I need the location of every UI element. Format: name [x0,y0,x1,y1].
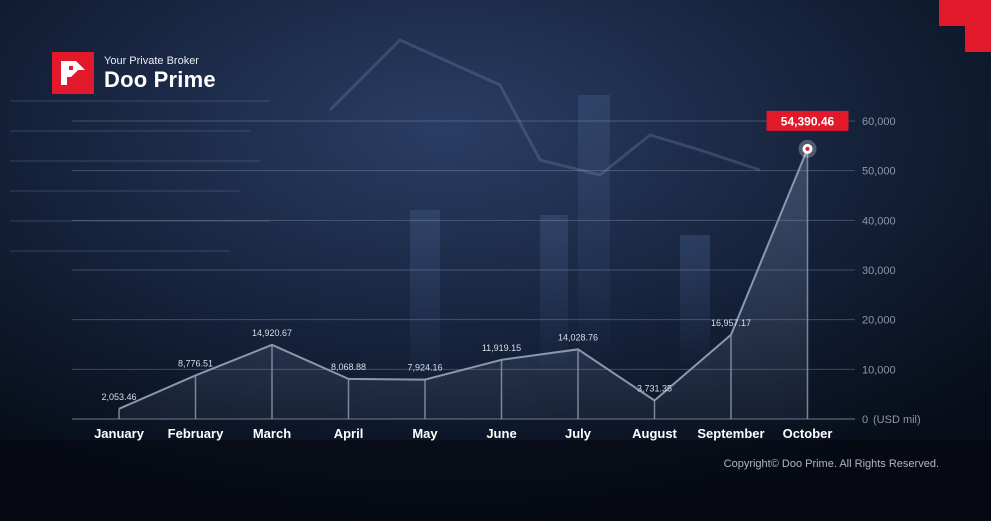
series-line [118,148,809,410]
y-tick-label: 30,000 [862,265,896,277]
x-tick-label: July [565,426,592,441]
data-label: 8,776.51 [178,358,213,368]
x-tick-label: February [168,426,224,441]
x-tick-label: September [697,426,764,441]
y-tick-label: 60,000 [862,116,896,128]
background-bars [410,95,710,390]
peak-label-box [766,110,849,131]
peak-point-center [805,146,810,151]
peak-label: 54,390.46 [781,114,835,128]
x-tick-label: October [783,426,833,441]
data-label: 14,028.76 [558,332,598,342]
x-tick-label: June [486,426,516,441]
copyright-notice: Copyright© Doo Prime. All Rights Reserve… [723,458,939,470]
x-tick-label: January [94,426,145,441]
data-label: 7,924.16 [407,363,442,373]
brand-tagline: Your Private Broker [104,54,199,67]
corner-accent-icon [939,0,991,52]
y-tick-label: 50,000 [862,166,896,178]
data-label: 2,053.46 [101,392,136,402]
area-fill [119,148,808,419]
data-label: 16,957.17 [711,318,751,328]
x-tick-label: March [253,426,291,441]
background-numbers-texture [10,100,270,252]
y-unit-label: (USD mil) [873,414,921,426]
x-tick-label: May [412,426,438,441]
y-tick-label: 40,000 [862,215,896,227]
brand-logo: Your Private Broker Doo Prime [52,52,216,94]
y-tick-label: 0 [862,414,868,426]
brand-name: Doo Prime [104,66,216,92]
y-tick-label: 10,000 [862,364,896,376]
doo-prime-logo-icon [52,52,94,94]
y-tick-label: 20,000 [862,315,896,327]
data-label: 3,731.35 [637,383,672,393]
x-tick-label: April [334,426,364,441]
x-tick-label: August [632,426,677,441]
data-label: 8,068.88 [331,362,366,372]
data-label: 14,920.67 [252,328,292,338]
data-label: 11,919.15 [482,343,521,353]
background-trend-line [328,38,761,177]
